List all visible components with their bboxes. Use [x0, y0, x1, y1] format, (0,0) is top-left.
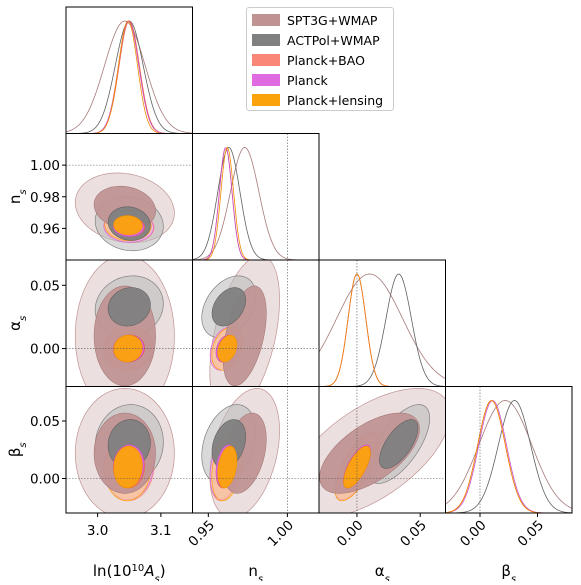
contour-68	[113, 215, 143, 236]
contour-panel	[192, 386, 319, 513]
legend-swatch	[252, 34, 280, 46]
x-tick-label: 0.95	[185, 517, 218, 550]
x-axis-label-part: s	[258, 574, 263, 582]
x-axis-label: αs	[375, 562, 390, 581]
y-tick-label: 0.00	[30, 342, 60, 358]
x-axis-label-part: ln(10	[93, 562, 132, 580]
y-tick-label: 0.05	[30, 414, 60, 430]
marginal-curve	[319, 273, 446, 379]
x-axis-label-part: n	[248, 562, 258, 580]
y-axis-label-part: s	[18, 442, 29, 447]
legend-item: Planck+lensing	[252, 91, 383, 109]
marginal-panel	[66, 20, 193, 134]
legend-label: SPT3G+WMAP	[287, 12, 378, 28]
contour-panel	[66, 260, 193, 387]
x-tick-label: 0.05	[515, 517, 548, 550]
legend-item: SPT3G+WMAP	[252, 11, 377, 29]
marginal-curve	[192, 146, 319, 260]
x-tick-label: 3.0	[87, 523, 108, 539]
y-axis-label-part: s	[18, 316, 29, 321]
y-axis-label: αs	[6, 316, 29, 331]
legend-swatch	[252, 54, 280, 66]
y-tick-label: 0.98	[30, 190, 60, 206]
marginal-curve	[319, 273, 446, 387]
legend-label: ACTPol+WMAP	[287, 32, 380, 48]
x-axis-label-part: β	[501, 562, 511, 580]
marginal-curve	[192, 147, 319, 260]
contour-68	[217, 445, 238, 489]
y-axis-label-part: s	[18, 189, 29, 194]
y-tick-label: 0.05	[30, 278, 60, 294]
x-axis-label-part: 10	[132, 563, 145, 574]
y-tick-label: 0.96	[30, 221, 60, 237]
contour-panel	[192, 260, 319, 387]
panel-frame	[192, 133, 320, 261]
contour-panel	[66, 164, 193, 252]
x-tick-label: 1.00	[264, 517, 297, 550]
legend: SPT3G+WMAP ACTPol+WMAP Planck+BAO Planck…	[246, 7, 394, 111]
legend-label: Planck	[287, 72, 328, 88]
marginal-curve	[319, 273, 446, 387]
x-axis-label-part: )	[160, 562, 166, 580]
marginal-curve	[192, 147, 319, 260]
x-axis-label: ns	[248, 562, 263, 581]
marginal-panel	[319, 260, 446, 387]
x-axis-label-part: A	[143, 562, 154, 580]
panel-frame	[65, 6, 193, 134]
y-tick-label: 1.00	[30, 158, 60, 174]
x-tick-label: 0.00	[334, 517, 367, 550]
legend-swatch	[252, 14, 280, 26]
x-axis-label: βs	[501, 562, 516, 581]
y-tick-label: 0.00	[30, 472, 60, 488]
x-axis-label-part: α	[375, 562, 385, 580]
marginal-curve	[445, 400, 572, 513]
legend-item: Planck	[252, 71, 328, 89]
legend-item: ACTPol+WMAP	[252, 31, 380, 49]
legend-label: Planck+lensing	[287, 92, 384, 108]
contour-panel	[319, 386, 446, 513]
panel-frame	[445, 386, 573, 514]
x-tick-label: 3.1	[150, 523, 171, 539]
legend-label: Planck+BAO	[287, 52, 365, 68]
y-axis-label: ns	[6, 189, 29, 204]
x-axis-label-part: s	[511, 574, 516, 582]
marginal-curve	[319, 273, 446, 387]
marginal-panel	[192, 133, 319, 260]
y-axis-label-part: α	[6, 321, 24, 331]
x-axis-label: ln(1010As)	[93, 562, 166, 581]
x-tick-label: 0.05	[397, 517, 430, 550]
contour-68	[113, 445, 143, 489]
legend-swatch	[252, 94, 280, 106]
y-axis-label: βs	[6, 442, 29, 457]
x-axis-label-part: s	[155, 574, 160, 582]
marginal-curve	[66, 20, 193, 134]
x-axis-label-part: s	[385, 574, 390, 582]
panel-frame	[318, 259, 446, 387]
x-tick-label: 0.00	[457, 517, 490, 550]
contour-panel	[66, 388, 193, 513]
legend-swatch	[252, 74, 280, 86]
contour-68	[113, 334, 143, 363]
y-axis-label-part: n	[6, 195, 24, 205]
contour-68	[343, 445, 371, 489]
contour-68	[107, 287, 151, 327]
legend-item: Planck+BAO	[252, 51, 365, 69]
marginal-curve	[445, 400, 572, 509]
contour-68	[379, 419, 419, 469]
marginal-curve	[192, 147, 319, 260]
marginal-panel	[445, 386, 572, 513]
marginal-curve	[319, 273, 446, 387]
y-axis-label-part: β	[6, 448, 24, 458]
contour-68	[211, 287, 246, 327]
marginal-curve	[192, 147, 319, 260]
contour-68	[217, 334, 238, 363]
